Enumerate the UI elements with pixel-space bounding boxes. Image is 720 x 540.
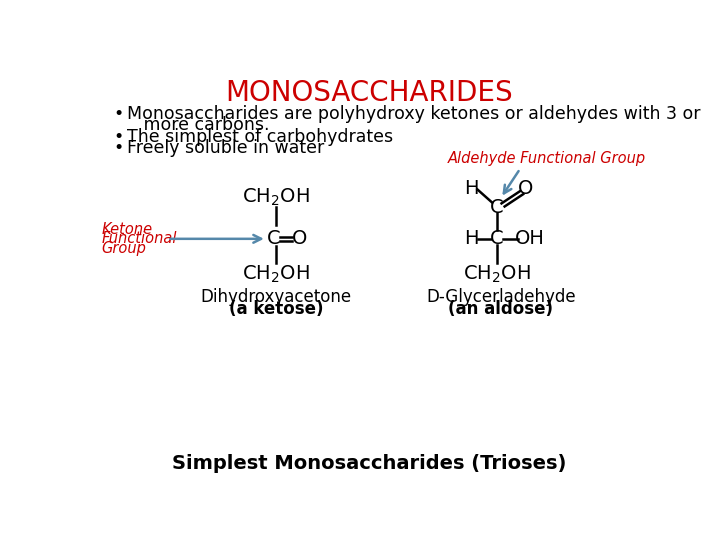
Text: H: H [464, 179, 479, 198]
Text: Monosaccharides are polyhydroxy ketones or aldehydes with 3 or: Monosaccharides are polyhydroxy ketones … [127, 105, 701, 123]
Text: Aldehyde Functional Group: Aldehyde Functional Group [448, 151, 647, 166]
Text: Dihydroxyacetone: Dihydroxyacetone [200, 288, 351, 306]
Text: (a ketose): (a ketose) [229, 300, 323, 318]
Text: CH$_2$OH: CH$_2$OH [242, 264, 310, 285]
Text: CH$_2$OH: CH$_2$OH [463, 264, 531, 285]
Text: O: O [518, 179, 534, 198]
Text: •: • [113, 105, 124, 123]
Text: H: H [464, 230, 479, 248]
Text: Functional: Functional [102, 231, 177, 246]
Text: MONOSACCHARIDES: MONOSACCHARIDES [225, 79, 513, 107]
Text: (an aldose): (an aldose) [449, 300, 553, 318]
Text: C: C [490, 198, 504, 217]
Text: D-Glycerladehyde: D-Glycerladehyde [426, 288, 575, 306]
Text: Group: Group [102, 240, 146, 255]
Text: The simplest of carbohydrates: The simplest of carbohydrates [127, 128, 393, 146]
Text: O: O [292, 230, 307, 248]
Text: more carbons.: more carbons. [127, 117, 270, 134]
Text: Simplest Monosaccharides (Trioses): Simplest Monosaccharides (Trioses) [172, 454, 566, 473]
Text: Freely soluble in water: Freely soluble in water [127, 139, 325, 158]
Text: •: • [113, 139, 124, 158]
Text: C: C [267, 230, 281, 248]
Text: OH: OH [515, 230, 544, 248]
Text: C: C [490, 230, 504, 248]
Text: CH$_2$OH: CH$_2$OH [242, 187, 310, 208]
Text: Ketone: Ketone [102, 222, 153, 237]
Text: •: • [113, 128, 124, 146]
